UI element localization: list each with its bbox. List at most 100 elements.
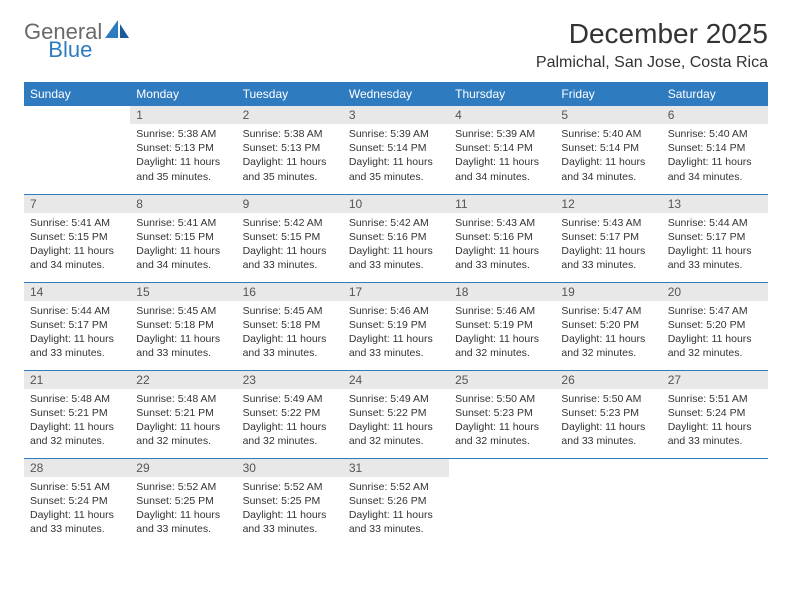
sunset-line: Sunset: 5:15 PM — [243, 230, 337, 244]
calendar-day-cell: .. — [662, 458, 768, 546]
day-details: Sunrise: 5:48 AMSunset: 5:21 PMDaylight:… — [24, 389, 130, 453]
sunset-line: Sunset: 5:19 PM — [455, 318, 549, 332]
calendar-day-cell: 3Sunrise: 5:39 AMSunset: 5:14 PMDaylight… — [343, 106, 449, 194]
calendar-table: SundayMondayTuesdayWednesdayThursdayFrid… — [24, 82, 768, 546]
calendar-day-cell: 1Sunrise: 5:38 AMSunset: 5:13 PMDaylight… — [130, 106, 236, 194]
calendar-day-cell: 7Sunrise: 5:41 AMSunset: 5:15 PMDaylight… — [24, 194, 130, 282]
weekday-header: Tuesday — [237, 82, 343, 106]
calendar-day-cell: 25Sunrise: 5:50 AMSunset: 5:23 PMDayligh… — [449, 370, 555, 458]
calendar-day-cell: 9Sunrise: 5:42 AMSunset: 5:15 PMDaylight… — [237, 194, 343, 282]
page-title: December 2025 — [536, 18, 768, 50]
day-number: 11 — [449, 195, 555, 213]
sunset-line: Sunset: 5:15 PM — [136, 230, 230, 244]
sunset-line: Sunset: 5:22 PM — [349, 406, 443, 420]
day-details: Sunrise: 5:52 AMSunset: 5:25 PMDaylight:… — [237, 477, 343, 541]
sunrise-line: Sunrise: 5:51 AM — [668, 392, 762, 406]
sunrise-line: Sunrise: 5:43 AM — [455, 216, 549, 230]
day-number: 9 — [237, 195, 343, 213]
daylight-line: Daylight: 11 hours and 34 minutes. — [668, 155, 762, 183]
day-number: 6 — [662, 106, 768, 124]
calendar-week-row: ..1Sunrise: 5:38 AMSunset: 5:13 PMDaylig… — [24, 106, 768, 194]
day-details: Sunrise: 5:46 AMSunset: 5:19 PMDaylight:… — [449, 301, 555, 365]
day-number: 19 — [555, 283, 661, 301]
day-number: 4 — [449, 106, 555, 124]
sunset-line: Sunset: 5:20 PM — [561, 318, 655, 332]
calendar-day-cell: 8Sunrise: 5:41 AMSunset: 5:15 PMDaylight… — [130, 194, 236, 282]
day-details: Sunrise: 5:45 AMSunset: 5:18 PMDaylight:… — [130, 301, 236, 365]
calendar-week-row: 7Sunrise: 5:41 AMSunset: 5:15 PMDaylight… — [24, 194, 768, 282]
day-details: Sunrise: 5:40 AMSunset: 5:14 PMDaylight:… — [555, 124, 661, 188]
sunrise-line: Sunrise: 5:50 AM — [455, 392, 549, 406]
day-details: Sunrise: 5:38 AMSunset: 5:13 PMDaylight:… — [130, 124, 236, 188]
logo-sail-icon — [104, 18, 130, 45]
header: General Blue December 2025 Palmichal, Sa… — [24, 18, 768, 72]
location-text: Palmichal, San Jose, Costa Rica — [536, 54, 768, 72]
calendar-day-cell: 2Sunrise: 5:38 AMSunset: 5:13 PMDaylight… — [237, 106, 343, 194]
daylight-line: Daylight: 11 hours and 33 minutes. — [668, 244, 762, 272]
calendar-day-cell: 12Sunrise: 5:43 AMSunset: 5:17 PMDayligh… — [555, 194, 661, 282]
calendar-week-row: 21Sunrise: 5:48 AMSunset: 5:21 PMDayligh… — [24, 370, 768, 458]
day-details: Sunrise: 5:43 AMSunset: 5:17 PMDaylight:… — [555, 213, 661, 277]
sunset-line: Sunset: 5:21 PM — [136, 406, 230, 420]
day-details: Sunrise: 5:49 AMSunset: 5:22 PMDaylight:… — [343, 389, 449, 453]
day-number: 26 — [555, 371, 661, 389]
day-number: 8 — [130, 195, 236, 213]
sunrise-line: Sunrise: 5:45 AM — [243, 304, 337, 318]
day-number: 28 — [24, 459, 130, 477]
sunset-line: Sunset: 5:22 PM — [243, 406, 337, 420]
daylight-line: Daylight: 11 hours and 33 minutes. — [243, 244, 337, 272]
sunset-line: Sunset: 5:14 PM — [455, 141, 549, 155]
day-details: Sunrise: 5:45 AMSunset: 5:18 PMDaylight:… — [237, 301, 343, 365]
daylight-line: Daylight: 11 hours and 33 minutes. — [349, 508, 443, 536]
day-number: 24 — [343, 371, 449, 389]
daylight-line: Daylight: 11 hours and 34 minutes. — [30, 244, 124, 272]
daylight-line: Daylight: 11 hours and 35 minutes. — [349, 155, 443, 183]
day-details: Sunrise: 5:43 AMSunset: 5:16 PMDaylight:… — [449, 213, 555, 277]
day-number: 2 — [237, 106, 343, 124]
sunset-line: Sunset: 5:25 PM — [243, 494, 337, 508]
day-details: Sunrise: 5:39 AMSunset: 5:14 PMDaylight:… — [343, 124, 449, 188]
daylight-line: Daylight: 11 hours and 33 minutes. — [349, 332, 443, 360]
day-details: Sunrise: 5:48 AMSunset: 5:21 PMDaylight:… — [130, 389, 236, 453]
day-details: Sunrise: 5:44 AMSunset: 5:17 PMDaylight:… — [662, 213, 768, 277]
calendar-body: .. 1Sunrise: 5:38 AMSunset: 5:13 PMDaylig… — [24, 106, 768, 546]
weekday-header: Friday — [555, 82, 661, 106]
daylight-line: Daylight: 11 hours and 33 minutes. — [30, 332, 124, 360]
day-number: 27 — [662, 371, 768, 389]
day-details: Sunrise: 5:50 AMSunset: 5:23 PMDaylight:… — [449, 389, 555, 453]
sunrise-line: Sunrise: 5:40 AM — [561, 127, 655, 141]
daylight-line: Daylight: 11 hours and 33 minutes. — [561, 420, 655, 448]
daylight-line: Daylight: 11 hours and 35 minutes. — [136, 155, 230, 183]
day-number: 7 — [24, 195, 130, 213]
sunrise-line: Sunrise: 5:39 AM — [349, 127, 443, 141]
sunrise-line: Sunrise: 5:38 AM — [136, 127, 230, 141]
calendar-week-row: 14Sunrise: 5:44 AMSunset: 5:17 PMDayligh… — [24, 282, 768, 370]
day-details: Sunrise: 5:42 AMSunset: 5:15 PMDaylight:… — [237, 213, 343, 277]
day-number: 22 — [130, 371, 236, 389]
calendar-day-cell: 4Sunrise: 5:39 AMSunset: 5:14 PMDaylight… — [449, 106, 555, 194]
sunset-line: Sunset: 5:17 PM — [30, 318, 124, 332]
weekday-header: Wednesday — [343, 82, 449, 106]
sunset-line: Sunset: 5:17 PM — [561, 230, 655, 244]
day-number: 17 — [343, 283, 449, 301]
day-details: Sunrise: 5:52 AMSunset: 5:25 PMDaylight:… — [130, 477, 236, 541]
weekday-header: Sunday — [24, 82, 130, 106]
sunrise-line: Sunrise: 5:46 AM — [349, 304, 443, 318]
sunrise-line: Sunrise: 5:45 AM — [136, 304, 230, 318]
sunset-line: Sunset: 5:14 PM — [561, 141, 655, 155]
day-number: 31 — [343, 459, 449, 477]
day-number: 18 — [449, 283, 555, 301]
weekday-header: Saturday — [662, 82, 768, 106]
day-number: 13 — [662, 195, 768, 213]
daylight-line: Daylight: 11 hours and 33 minutes. — [349, 244, 443, 272]
daylight-line: Daylight: 11 hours and 34 minutes. — [455, 155, 549, 183]
day-number: 10 — [343, 195, 449, 213]
sunset-line: Sunset: 5:13 PM — [243, 141, 337, 155]
daylight-line: Daylight: 11 hours and 33 minutes. — [243, 508, 337, 536]
sunset-line: Sunset: 5:14 PM — [668, 141, 762, 155]
calendar-day-cell: 5Sunrise: 5:40 AMSunset: 5:14 PMDaylight… — [555, 106, 661, 194]
sunset-line: Sunset: 5:21 PM — [30, 406, 124, 420]
sunset-line: Sunset: 5:18 PM — [243, 318, 337, 332]
day-number: 21 — [24, 371, 130, 389]
sunrise-line: Sunrise: 5:47 AM — [668, 304, 762, 318]
